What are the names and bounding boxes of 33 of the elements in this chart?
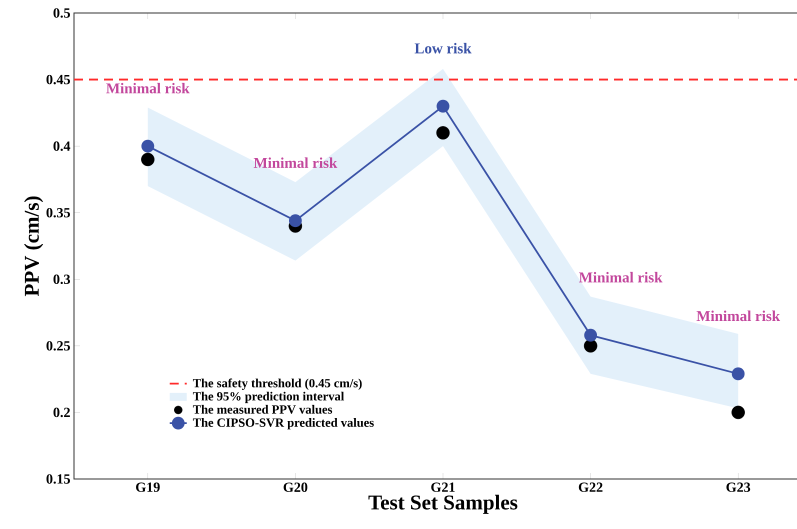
x-tick-label: G23 [726,482,750,492]
annotation: Minimal risk [106,82,190,94]
legend-label: The CIPSO-SVR predicted values [192,418,374,430]
point [584,328,597,342]
annotation: Low risk [414,42,472,54]
annotation: The 95% prediction interval [192,392,344,404]
point [141,152,154,166]
y-tick-label: 0.5 [54,8,70,18]
x-axis-title: Test Set Samples [368,494,518,514]
y-tick-label: 0.15 [46,474,70,484]
legend-label: The safety threshold (0.45 cm/s) [192,378,362,390]
annotation: Minimal risk [578,272,662,282]
legend-label: The measured PPV values [192,404,332,414]
point [732,406,745,420]
y-tick-label: 0.35 [46,208,70,218]
point [436,100,450,113]
point [732,367,745,380]
y-tick-label: 0.4 [54,141,70,151]
annotation: Minimal risk [254,157,338,168]
x-tick-label: G21 [431,482,455,492]
annotation: Minimal risk [696,310,780,322]
point [141,140,154,153]
x-tick-label: G19 [136,482,160,492]
point [584,339,598,353]
x-tick-label: G22 [578,482,602,492]
x-tick-label: G20 [284,482,308,492]
y-tick-label: 0.25 [46,341,70,351]
y-axis-title: PPV (cm/s) [24,196,44,296]
point [436,126,450,140]
y-tick-label: 0.45 [46,74,70,84]
point [289,214,302,228]
y-tick-label: 0.3 [54,274,70,284]
y-tick-label: 0.2 [54,408,70,418]
